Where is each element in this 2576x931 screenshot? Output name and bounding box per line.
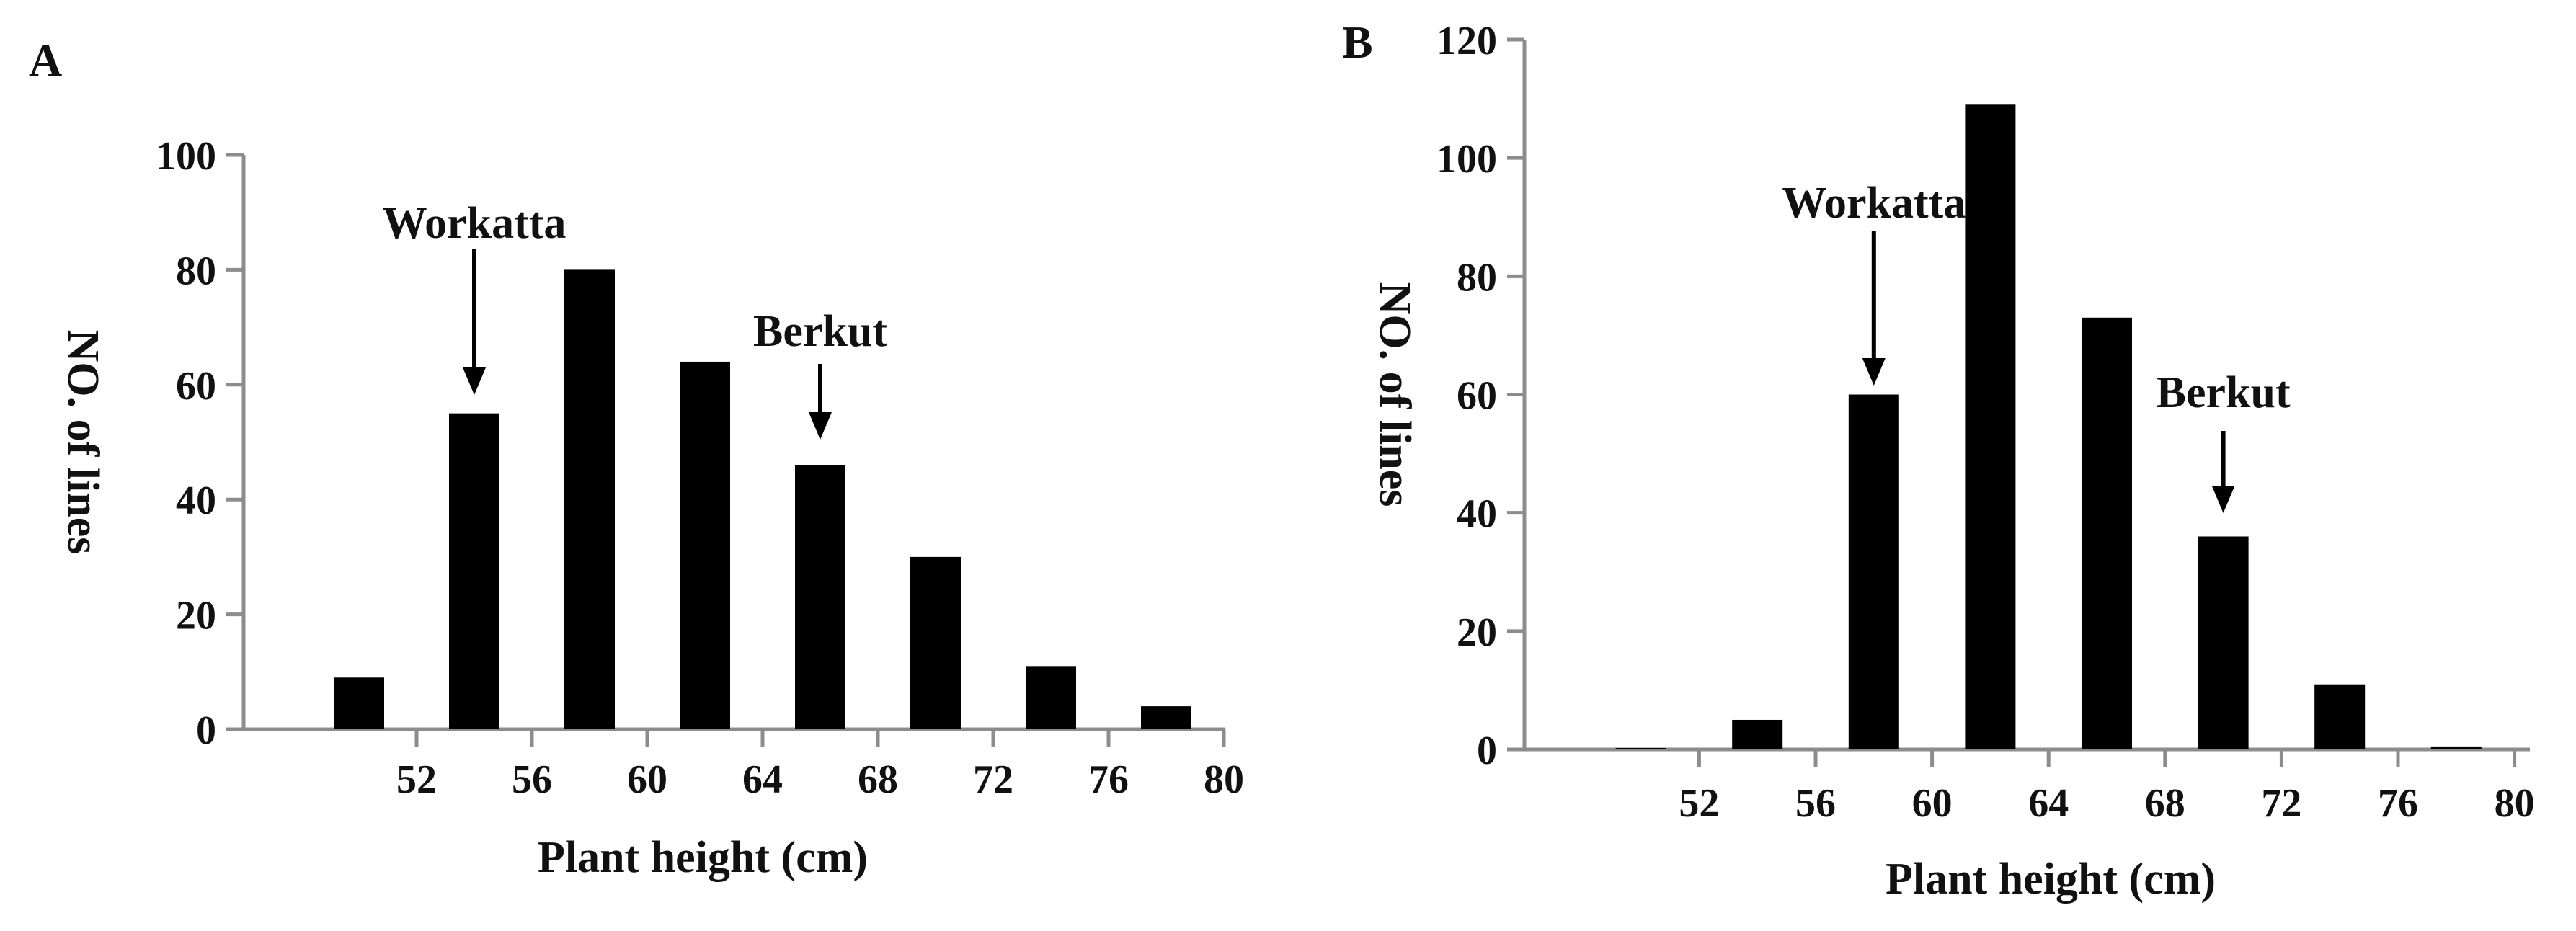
- y-axis-title: NO. of lines: [1370, 282, 1419, 507]
- x-tick-label: 60: [1912, 781, 1953, 826]
- bar-54: [449, 413, 499, 729]
- x-tick-label: 52: [1679, 781, 1719, 826]
- x-tick-label: 56: [1795, 781, 1836, 826]
- bar-50: [1615, 748, 1666, 749]
- bar-70: [910, 556, 961, 729]
- bar-74: [2314, 684, 2366, 749]
- x-axis-title: Plant height (cm): [538, 833, 868, 882]
- bar-58: [564, 270, 615, 729]
- x-tick-label: 80: [1204, 757, 1244, 802]
- x-tick-label: 64: [742, 757, 783, 802]
- panel-b: B 0 20 40 60 80 100 120 52 56 60 64 68 72 76 80 Plant he…: [1342, 17, 2535, 904]
- y-tick-label: 60: [1457, 374, 1497, 419]
- annotation-arrow-head: [463, 368, 486, 395]
- y-tick-label: 120: [1436, 19, 1497, 63]
- y-tick-label: 100: [156, 134, 216, 179]
- y-tick-label: 40: [176, 478, 216, 523]
- annotation-arrow-head: [1862, 358, 1886, 386]
- x-tick-label: 72: [2261, 781, 2301, 826]
- bar-74: [1026, 666, 1076, 729]
- x-tick-label: 60: [627, 757, 667, 802]
- bar-66: [795, 465, 845, 729]
- x-tick-label: 52: [396, 757, 437, 802]
- x-tick-label: 56: [512, 757, 552, 802]
- bar-78: [1141, 706, 1191, 729]
- annotation-arrow-head: [2211, 486, 2235, 513]
- x-tick-label: 64: [2028, 781, 2069, 826]
- bar-66: [2082, 317, 2132, 750]
- bar-70: [2198, 536, 2249, 749]
- y-tick-label: 80: [1457, 255, 1497, 300]
- y-tick-label: 20: [176, 594, 216, 638]
- bar-62: [680, 361, 730, 729]
- x-tick-label: 76: [2378, 781, 2418, 826]
- y-tick-label: 40: [1457, 492, 1497, 537]
- annotation-label: Workatta: [1782, 179, 1966, 228]
- y-axis-title: NO. of lines: [58, 330, 107, 555]
- annotation-label: Berkut: [2157, 368, 2291, 417]
- x-axis-title: Plant height (cm): [1886, 855, 2216, 904]
- y-tick-label: 20: [1457, 610, 1497, 655]
- bar-78: [2430, 746, 2482, 749]
- y-tick-label: 60: [176, 364, 216, 409]
- panel-label: B: [1342, 17, 1373, 68]
- x-tick-label: 68: [858, 757, 898, 802]
- annotation-label: Berkut: [753, 307, 887, 356]
- x-tick-label: 80: [2495, 781, 2535, 826]
- panel-a: A 0 20 40 60 80 100 52 56 60 64 68 72 76 80 Plant heigh…: [29, 35, 1244, 882]
- y-tick-label: 100: [1436, 137, 1497, 182]
- y-tick-label: 0: [1477, 729, 1497, 773]
- panel-label: A: [29, 35, 62, 86]
- bar-62: [1965, 104, 2016, 749]
- bar-58: [1848, 394, 1899, 749]
- bar-54: [1732, 719, 1783, 749]
- bar-50: [334, 677, 384, 729]
- y-tick-label: 0: [196, 708, 216, 753]
- x-tick-label: 72: [973, 757, 1013, 802]
- x-tick-label: 68: [2145, 781, 2185, 826]
- annotation-label: Workatta: [383, 199, 567, 248]
- y-tick-label: 80: [176, 249, 216, 293]
- annotation-arrow-head: [809, 412, 832, 440]
- x-tick-label: 76: [1088, 757, 1129, 802]
